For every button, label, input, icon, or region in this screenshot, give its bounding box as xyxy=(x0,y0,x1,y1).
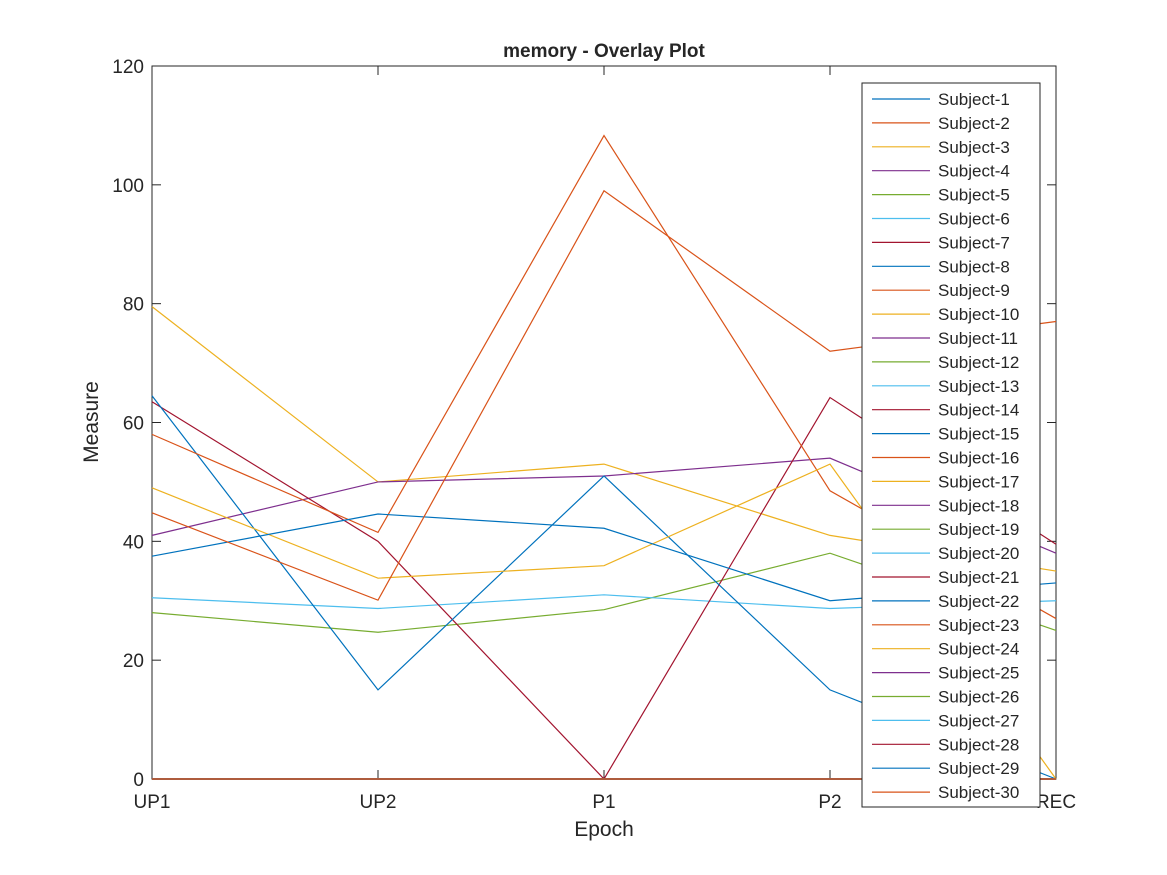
legend-label: Subject-12 xyxy=(938,353,1019,372)
legend-label: Subject-14 xyxy=(938,401,1019,420)
legend-label: Subject-28 xyxy=(938,735,1019,754)
legend-label: Subject-21 xyxy=(938,568,1019,587)
y-tick-label: 120 xyxy=(112,57,144,78)
legend-label: Subject-5 xyxy=(938,186,1010,205)
y-axis-ticks: 0 20 40 60 80 100 120 xyxy=(112,57,1056,791)
x-tick-label: P2 xyxy=(818,792,841,813)
legend-label: Subject-1 xyxy=(938,90,1010,109)
legend-label: Subject-16 xyxy=(938,449,1019,468)
legend-label: Subject-11 xyxy=(938,329,1018,348)
legend-label: Subject-15 xyxy=(938,425,1019,444)
x-axis-ticks: UP1 UP2 P1 P2 REC xyxy=(134,66,1076,813)
legend-label: Subject-6 xyxy=(938,210,1010,229)
legend-label: Subject-23 xyxy=(938,616,1019,635)
legend-label: Subject-19 xyxy=(938,520,1019,539)
y-tick-label: 100 xyxy=(112,176,144,197)
legend-label: Subject-22 xyxy=(938,592,1019,611)
legend: Subject-1 Subject-2 Subject-3 Subject-4 Subj… xyxy=(861,82,1041,808)
x-tick-label: UP2 xyxy=(360,792,397,813)
legend-label: Subject-27 xyxy=(938,711,1019,730)
x-tick-label: P1 xyxy=(592,792,615,813)
y-tick-label: 60 xyxy=(123,414,144,435)
legend-label: Subject-17 xyxy=(938,472,1019,491)
legend-label: Subject-3 xyxy=(938,138,1010,157)
legend-label: Subject-18 xyxy=(938,496,1019,515)
legend-label: Subject-30 xyxy=(938,783,1019,802)
legend-label: Subject-29 xyxy=(938,759,1019,778)
y-tick-label: 20 xyxy=(123,651,144,672)
legend-label: Subject-2 xyxy=(938,114,1010,133)
x-tick-label: REC xyxy=(1036,792,1076,813)
legend-items: Subject-1 Subject-2 Subject-3 Subject-4 Subj… xyxy=(872,90,1019,802)
legend-label: Subject-25 xyxy=(938,664,1019,683)
legend-label: Subject-26 xyxy=(938,688,1019,707)
y-axis-label: Measure xyxy=(80,381,103,463)
x-axis-label: Epoch xyxy=(574,818,634,841)
legend-label: Subject-7 xyxy=(938,233,1010,252)
legend-label: Subject-4 xyxy=(938,162,1010,181)
x-tick-label: UP1 xyxy=(134,792,171,813)
legend-label: Subject-10 xyxy=(938,305,1019,324)
legend-box xyxy=(861,82,1041,808)
y-tick-label: 40 xyxy=(123,532,144,553)
legend-label: Subject-20 xyxy=(938,544,1019,563)
legend-label: Subject-9 xyxy=(938,281,1010,300)
legend-label: Subject-13 xyxy=(938,377,1019,396)
chart-title: memory - Overlay Plot xyxy=(503,41,705,62)
y-tick-label: 0 xyxy=(133,770,144,791)
legend-label: Subject-8 xyxy=(938,257,1010,276)
y-tick-label: 80 xyxy=(123,295,144,316)
legend-label: Subject-24 xyxy=(938,640,1019,659)
